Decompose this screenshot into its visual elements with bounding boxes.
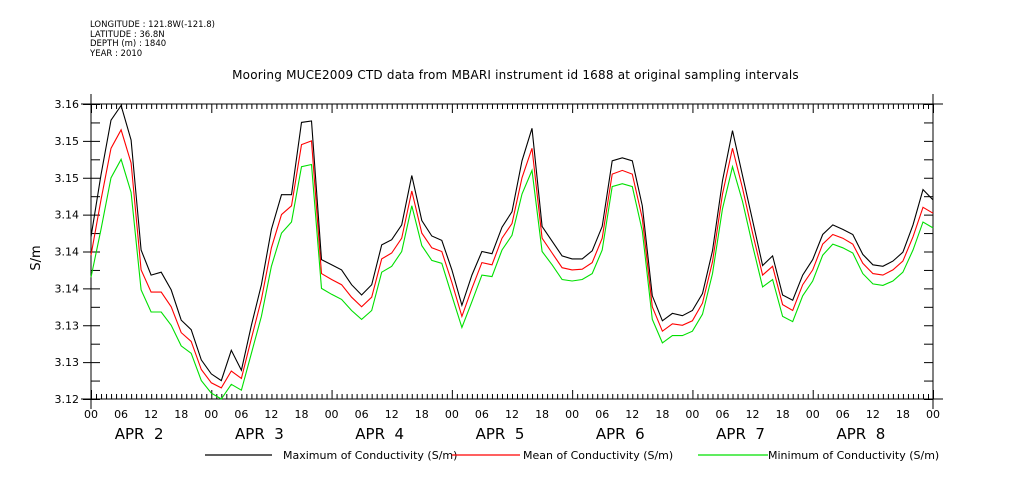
- x-day-label: APR 7: [716, 425, 765, 443]
- x-tick-label: 12: [264, 408, 278, 421]
- x-day-label: APR 4: [355, 425, 404, 443]
- x-tick-label: 12: [385, 408, 399, 421]
- metadata-block: LONGITUDE : 121.8W(-121.8) LATITUDE : 36…: [90, 20, 215, 59]
- year-text: YEAR : 2010: [90, 48, 143, 59]
- legend-label: Mean of Conductivity (S/m): [523, 449, 673, 462]
- depth-text: DEPTH (m) : 1840: [90, 39, 167, 49]
- x-tick-label: 00: [325, 408, 339, 421]
- chart-title: Mooring MUCE2009 CTD data from MBARI ins…: [232, 68, 799, 82]
- x-tick-label: 00: [565, 408, 579, 421]
- legend-label: Maximum of Conductivity (S/m): [283, 449, 457, 462]
- x-tick-label: 00: [445, 408, 459, 421]
- y-axis: 3.12 3.13 3.13 3.14 3.14 3.14 3.15 3.15 3.16: [55, 98, 933, 406]
- y-tick-label: 3.13: [55, 319, 80, 332]
- x-day-label: APR 5: [476, 425, 525, 443]
- plot-border: [90, 103, 934, 400]
- x-tick-label: 18: [655, 408, 669, 421]
- x-tick-label: 12: [505, 408, 519, 421]
- x-tick-label: 18: [295, 408, 309, 421]
- y-tick-label: 3.13: [55, 356, 80, 369]
- x-tick-label: 00: [204, 408, 218, 421]
- latitude-text: LATITUDE : 36.8N: [90, 29, 165, 40]
- y-tick-label: 3.16: [55, 98, 80, 111]
- y-tick-label: 3.14: [55, 282, 80, 295]
- x-tick-label: 18: [896, 408, 910, 421]
- x-axis: 00 06 12 18 00 06 12 18 00 06 12 18 00 06 12 18 00 06 12 18…: [84, 104, 940, 443]
- series-line-minimum: [90, 157, 934, 400]
- y-tick-label: 3.14: [55, 209, 80, 222]
- x-tick-label: 00: [84, 408, 98, 421]
- x-tick-label: 12: [746, 408, 760, 421]
- x-tick-label: 06: [595, 408, 609, 421]
- x-tick-label: 12: [144, 408, 158, 421]
- legend: Maximum of Conductivity (S/m) Mean of Con…: [205, 449, 939, 462]
- series-line-mean: [90, 128, 934, 389]
- x-tick-label: 18: [776, 408, 790, 421]
- x-tick-label: 18: [535, 408, 549, 421]
- y-tick-label: 3.15: [55, 172, 80, 185]
- x-tick-label: 06: [716, 408, 730, 421]
- x-tick-label: 06: [836, 408, 850, 421]
- y-tick-label: 3.15: [55, 135, 80, 148]
- x-tick-label: 18: [174, 408, 188, 421]
- x-day-label: APR 6: [596, 425, 645, 443]
- x-tick-label: 00: [806, 408, 820, 421]
- x-tick-label: 00: [685, 408, 699, 421]
- y-tick-label: 3.14: [55, 246, 80, 259]
- series-line-maximum: [90, 104, 934, 382]
- y-axis-label: S/m: [29, 245, 44, 270]
- series-lines: [90, 104, 934, 400]
- x-day-label: APR 3: [235, 425, 284, 443]
- x-day-label: APR 2: [115, 425, 164, 443]
- x-tick-label: 12: [625, 408, 639, 421]
- x-day-label: APR 8: [836, 425, 885, 443]
- x-tick-label: 06: [475, 408, 489, 421]
- longitude-text: LONGITUDE : 121.8W(-121.8): [90, 20, 215, 30]
- x-tick-label: 12: [866, 408, 880, 421]
- legend-label: Minimum of Conductivity (S/m): [768, 449, 939, 462]
- x-tick-label: 18: [415, 408, 429, 421]
- y-tick-label: 3.12: [55, 393, 80, 406]
- x-tick-label: 06: [234, 408, 248, 421]
- x-tick-label: 00: [926, 408, 940, 421]
- x-tick-label: 06: [114, 408, 128, 421]
- x-tick-label: 06: [355, 408, 369, 421]
- plot-frame: [81, 94, 943, 409]
